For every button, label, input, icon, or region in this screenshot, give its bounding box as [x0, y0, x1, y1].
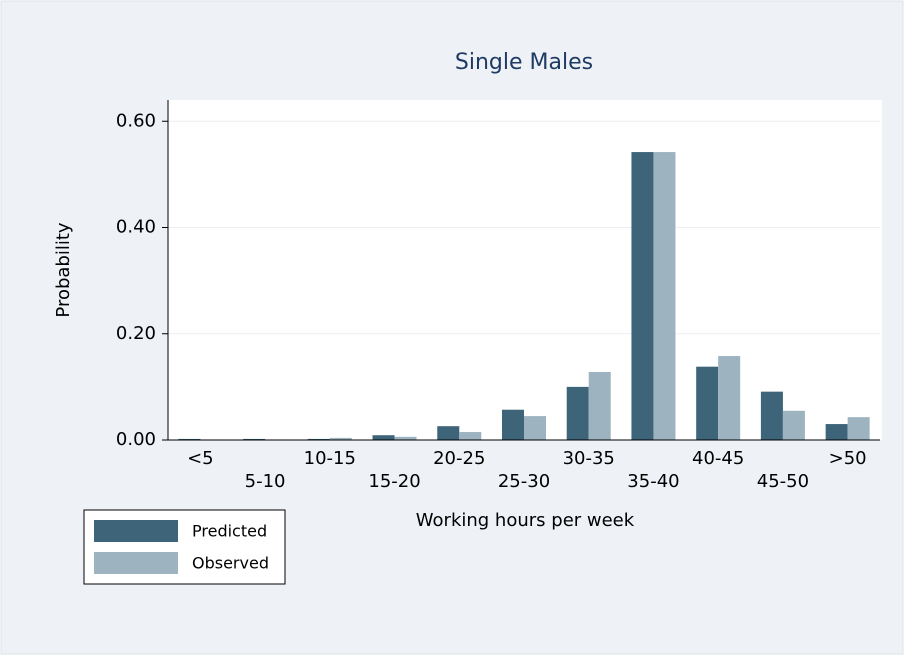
bar	[394, 436, 417, 440]
bar	[459, 432, 482, 440]
x-tick-label: 5-10	[245, 471, 286, 492]
bar	[847, 417, 870, 440]
chart-title: Single Males	[455, 50, 593, 75]
bar	[502, 409, 524, 440]
bar	[782, 410, 805, 440]
bar	[760, 391, 783, 440]
bar	[524, 416, 546, 440]
bar	[825, 424, 848, 440]
legend-label: Observed	[192, 554, 269, 573]
bar	[307, 438, 330, 440]
x-tick-label: >50	[829, 448, 867, 469]
x-axis-title: Working hours per week	[416, 510, 635, 531]
legend-swatch	[94, 552, 178, 574]
y-tick-label: 0.00	[116, 429, 156, 450]
x-tick-label: 35-40	[627, 471, 679, 492]
plot-area	[168, 100, 882, 440]
x-tick-label: <5	[187, 448, 214, 469]
y-tick-label: 0.60	[116, 110, 156, 131]
y-tick-label: 0.20	[116, 323, 156, 344]
y-axis-title: Probability	[53, 222, 74, 317]
bar	[566, 386, 589, 440]
bar	[696, 366, 719, 440]
bar	[372, 435, 395, 440]
x-tick-label: 10-15	[304, 448, 356, 469]
x-tick-label: 30-35	[563, 448, 615, 469]
x-tick-label: 25-30	[498, 471, 550, 492]
x-tick-label: 45-50	[757, 471, 809, 492]
bar	[178, 438, 201, 440]
legend-label: Predicted	[192, 522, 267, 541]
bar	[588, 372, 611, 440]
x-tick-label: 40-45	[692, 448, 744, 469]
bar	[329, 437, 352, 440]
x-tick-label: 15-20	[368, 471, 420, 492]
bar	[631, 152, 654, 440]
bar	[437, 426, 460, 440]
legend-swatch	[94, 520, 178, 542]
y-tick-label: 0.40	[116, 217, 156, 238]
x-tick-label: 20-25	[433, 448, 485, 469]
bar	[243, 438, 266, 440]
bar	[718, 356, 741, 440]
bar	[653, 152, 676, 440]
